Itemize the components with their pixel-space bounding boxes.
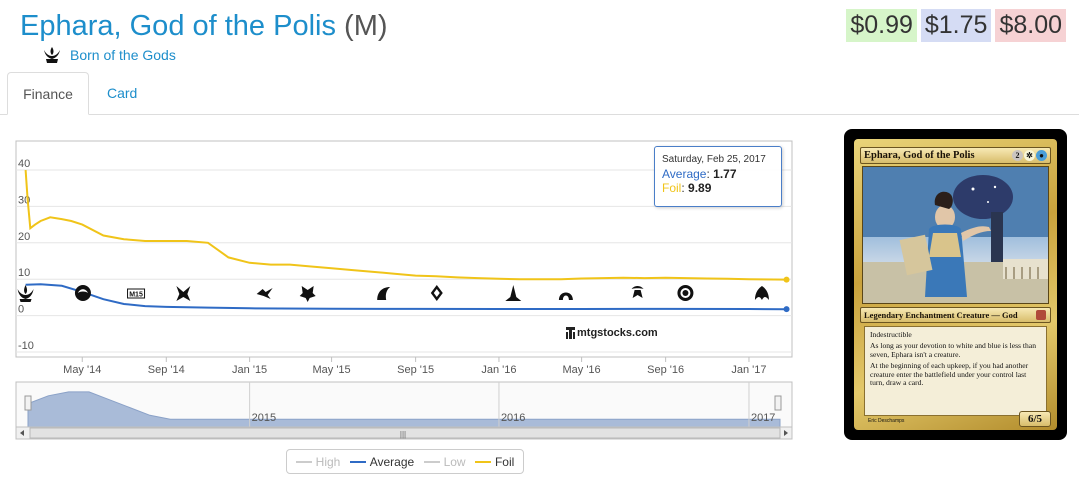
- set-release-marker-icon[interactable]: [377, 287, 391, 300]
- tab-bar: Finance Card: [0, 72, 1079, 115]
- navigator-scrollbar-thumb: [29, 427, 781, 439]
- scroll-right-arrow-icon: [784, 430, 788, 436]
- x-tick-label: Jan '17: [731, 364, 766, 376]
- set-release-marker-icon[interactable]: [677, 285, 694, 301]
- set-release-marker-icon[interactable]: [256, 288, 273, 299]
- rules-line-3: At the beginning of each upkeep, if you …: [870, 361, 1029, 388]
- y-tick-label: 20: [18, 231, 30, 243]
- x-tick-label: May '14: [63, 364, 101, 376]
- born-of-the-gods-set-icon: [44, 47, 60, 63]
- x-tick-label: May '15: [312, 364, 350, 376]
- set-release-marker-icon[interactable]: [631, 286, 644, 298]
- legend-line-average: [349, 460, 366, 463]
- set-release-marker-icon[interactable]: [430, 285, 443, 301]
- card-type-text: Legendary Enchantment Creature — God: [864, 310, 1018, 320]
- card-name: Ephara, God of the Polis: [20, 10, 336, 42]
- legend-item-average[interactable]: Average: [349, 454, 415, 469]
- set-release-marker-icon[interactable]: [754, 286, 769, 300]
- low-price: $0.99: [846, 9, 917, 42]
- legend-item-high[interactable]: High: [295, 454, 341, 469]
- x-tick-label: Sep '16: [647, 364, 684, 376]
- x-tick-label: Jan '15: [232, 364, 267, 376]
- tab-card[interactable]: Card: [107, 85, 138, 101]
- card-frame: Ephara, God of the Polis 2 ✲ ●: [854, 139, 1057, 430]
- mid-price: $1.75: [920, 9, 992, 42]
- rarity-label: (M): [344, 10, 388, 42]
- set-release-marker-icon[interactable]: [17, 285, 34, 302]
- tooltip-average-label: Average: [662, 167, 707, 181]
- tab-finance[interactable]: Finance: [7, 72, 89, 115]
- card-rules-text: Indestructible As long as your devotion …: [864, 326, 1047, 416]
- card-image: Ephara, God of the Polis 2 ✲ ●: [844, 129, 1067, 440]
- price-summary: $0.99 $1.75 $8.00: [846, 9, 1066, 42]
- navigator-right-handle: [774, 395, 782, 411]
- navigator-year-label: 2017: [751, 412, 775, 424]
- navigator-series-area: [27, 391, 781, 428]
- set-release-marker-icon[interactable]: [558, 292, 573, 301]
- legend-line-low: [423, 460, 440, 463]
- card-power-toughness: 6/5: [1019, 411, 1051, 427]
- y-tick-label: 40: [18, 158, 30, 170]
- set-release-marker-icon[interactable]: M15: [127, 288, 146, 299]
- set-release-marker-icon[interactable]: [505, 285, 522, 301]
- watermark-text: mtgstocks.com: [577, 327, 658, 339]
- plot-area-border: [15, 140, 793, 358]
- set-name[interactable]: Born of the Gods: [70, 47, 176, 63]
- navigator-year-label: 2016: [501, 412, 525, 424]
- legend-label-low: Low: [443, 454, 466, 469]
- legend-line-foil: [474, 460, 491, 463]
- y-tick-label: 10: [18, 267, 30, 279]
- scrollbar-grip-icon: |||: [400, 430, 406, 439]
- legend-item-foil[interactable]: Foil: [474, 454, 515, 469]
- x-tick-label: Sep '15: [397, 364, 434, 376]
- card-artwork-illustration: [863, 167, 1048, 303]
- chart-tooltip: Saturday, Feb 25, 2017 Average: 1.77 Foi…: [654, 146, 782, 207]
- series-line-average: [25, 283, 787, 311]
- card-image-name: Ephara, God of the Polis: [864, 150, 975, 161]
- legend-label-high: High: [315, 454, 341, 469]
- mana-generic-symbol: 2: [1012, 150, 1023, 161]
- card-set-symbol-icon: [1036, 310, 1046, 320]
- rules-line-1: Indestructible: [870, 330, 912, 339]
- y-tick-label: -10: [18, 340, 34, 352]
- tooltip-foil-label: Foil: [662, 181, 682, 195]
- tooltip-date: Saturday, Feb 25, 2017: [662, 154, 766, 165]
- x-tick-label: Jan '16: [481, 364, 516, 376]
- navigator-year-label: 2015: [252, 412, 276, 424]
- set-link[interactable]: Born of the Gods: [42, 45, 176, 65]
- tooltip-foil-value: 9.89: [688, 181, 712, 195]
- scroll-left-arrow-icon: [20, 430, 24, 436]
- series-line-foil: [24, 169, 787, 281]
- x-tick-label: Sep '14: [148, 364, 185, 376]
- average-hover-point: [783, 306, 790, 313]
- card-artwork: [862, 166, 1049, 304]
- card-image-title-bar: Ephara, God of the Polis 2 ✲ ●: [860, 147, 1051, 164]
- y-tick-label: 0: [18, 304, 24, 316]
- tooltip-average-value: 1.77: [713, 167, 737, 181]
- set-release-marker-icon[interactable]: [299, 286, 316, 302]
- legend-item-low[interactable]: Low: [423, 454, 466, 469]
- mana-white-symbol: ✲: [1024, 150, 1035, 161]
- mtgstocks-watermark: mtgstocks.com: [566, 327, 658, 339]
- price-history-chart[interactable]: 40 30 20 10 0 -10 May '14 Sep '14 Jan '15 May '15…: [14, 137, 794, 441]
- legend-label-foil: Foil: [494, 454, 515, 469]
- rules-line-2: As long as your devotion to white and bl…: [870, 341, 1036, 359]
- set-release-marker-icon[interactable]: [176, 286, 191, 301]
- mana-cost: 2 ✲ ●: [1012, 150, 1047, 161]
- mana-blue-symbol: ●: [1036, 150, 1047, 161]
- foil-hover-point: [783, 276, 790, 283]
- high-price: $8.00: [995, 9, 1066, 42]
- card-title: Ephara, God of the Polis (M): [20, 8, 388, 44]
- card-type-line: Legendary Enchantment Creature — God: [860, 307, 1051, 323]
- set-release-marker-icon[interactable]: [74, 285, 91, 301]
- svg-text:M15: M15: [129, 292, 143, 299]
- navigator-left-handle: [24, 395, 32, 411]
- chart-legend: High Average Low Foil: [286, 449, 524, 474]
- mtgstocks-logo-icon: [566, 327, 575, 339]
- legend-label-average: Average: [369, 454, 415, 469]
- legend-line-high: [295, 460, 312, 463]
- x-tick-label: May '16: [563, 364, 601, 376]
- card-artist: Eric Deschamps: [868, 418, 905, 424]
